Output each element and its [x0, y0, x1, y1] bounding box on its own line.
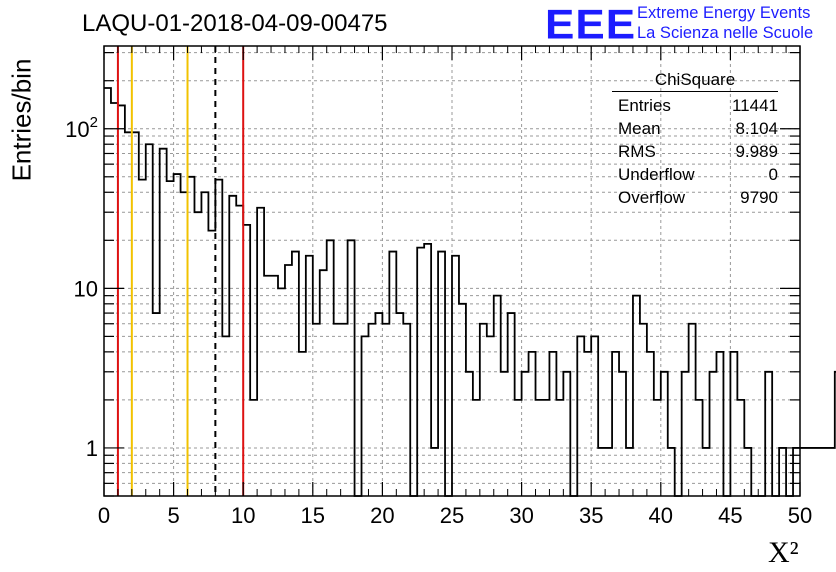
axis-ticks: [103, 46, 801, 497]
stats-box: ChiSquare Entries 11441 Mean 8.104 RMS 9.98…: [612, 70, 778, 209]
stats-value: 8.104: [735, 119, 778, 138]
stats-label: Mean: [618, 119, 661, 138]
stats-value: 9.989: [735, 142, 778, 161]
x-tick-label: 30: [509, 503, 533, 528]
stats-label: RMS: [618, 142, 656, 161]
y-tick-exponent: 2: [90, 114, 98, 131]
stats-label: Underflow: [618, 165, 695, 184]
x-tick-label: 25: [440, 503, 464, 528]
x-tick-label: 50: [788, 503, 812, 528]
x-tick-label: 15: [301, 503, 325, 528]
histogram-outline: [104, 87, 836, 497]
stats-value: 0: [768, 165, 778, 184]
x-tick-label: 35: [579, 503, 603, 528]
reference-lines: [116, 46, 245, 496]
x-tick-label: 20: [370, 503, 394, 528]
stats-label: Entries: [618, 96, 671, 115]
y-tick-label: 10: [74, 276, 98, 301]
x-tick-label: 45: [718, 503, 742, 528]
x-tick-label: 40: [649, 503, 673, 528]
stats-value: 9790: [740, 188, 778, 207]
stats-value: 11441: [731, 96, 778, 115]
x-axis-label: X²: [768, 536, 799, 569]
eee-logo: EEE: [545, 1, 637, 48]
y-tick-label: 1: [86, 436, 98, 461]
stats-row: Overflow 9790: [612, 186, 778, 209]
stats-row: Underflow 0: [612, 163, 778, 186]
logo-line-2: La Scienza nelle Scuole: [637, 24, 814, 42]
y-tick-label: 102: [65, 114, 98, 142]
histogram-bars: [104, 87, 836, 497]
stats-row: Entries 11441: [612, 94, 778, 117]
chart-title: LAQU-01-2018-04-09-00475: [82, 10, 388, 37]
stats-label: Overflow: [618, 188, 686, 207]
stats-row: RMS 9.989: [612, 140, 778, 163]
stats-title: ChiSquare: [612, 70, 778, 92]
stats-row: Mean 8.104: [612, 117, 778, 140]
x-tick-label: 0: [98, 503, 110, 528]
logo-line-1: Extreme Energy Events: [637, 4, 811, 22]
x-tick-label: 5: [167, 503, 179, 528]
y-axis-label: Entries/bin: [6, 58, 37, 182]
x-tick-label: 10: [231, 503, 255, 528]
